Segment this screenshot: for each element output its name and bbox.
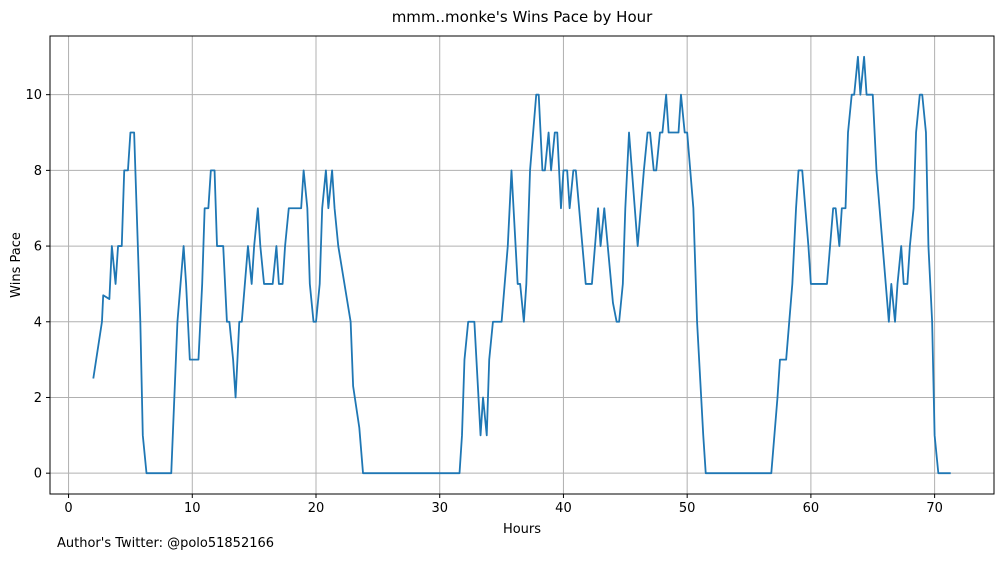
x-tick-label: 30 — [431, 501, 448, 516]
x-tick-label: 70 — [926, 501, 943, 516]
x-tick-label: 10 — [184, 501, 201, 516]
x-tick-label: 0 — [64, 501, 72, 516]
x-axis-label: Hours — [503, 522, 541, 537]
chart-title: mmm..monke's Wins Pace by Hour — [392, 8, 653, 26]
grid — [50, 36, 994, 494]
y-axis-ticks: 0 2 4 6 8 10 — [25, 88, 50, 482]
y-tick-label: 2 — [34, 391, 42, 406]
x-tick-label: 60 — [803, 501, 820, 516]
y-tick-label: 10 — [25, 88, 42, 103]
x-axis-ticks: 0 10 20 30 40 50 60 70 — [64, 494, 942, 516]
y-tick-label: 8 — [34, 164, 42, 179]
plot-frame — [50, 36, 994, 494]
series-layer — [93, 57, 950, 473]
x-tick-label: 20 — [308, 501, 325, 516]
y-tick-label: 4 — [34, 315, 42, 330]
y-tick-label: 6 — [34, 240, 42, 255]
x-tick-label: 40 — [555, 501, 572, 516]
x-tick-label: 50 — [679, 501, 696, 516]
y-tick-label: 0 — [34, 467, 42, 482]
author-credit: Author's Twitter: @polo51852166 — [57, 536, 274, 551]
y-axis-label: Wins Pace — [9, 232, 24, 298]
series-line-wins-pace — [93, 57, 950, 473]
